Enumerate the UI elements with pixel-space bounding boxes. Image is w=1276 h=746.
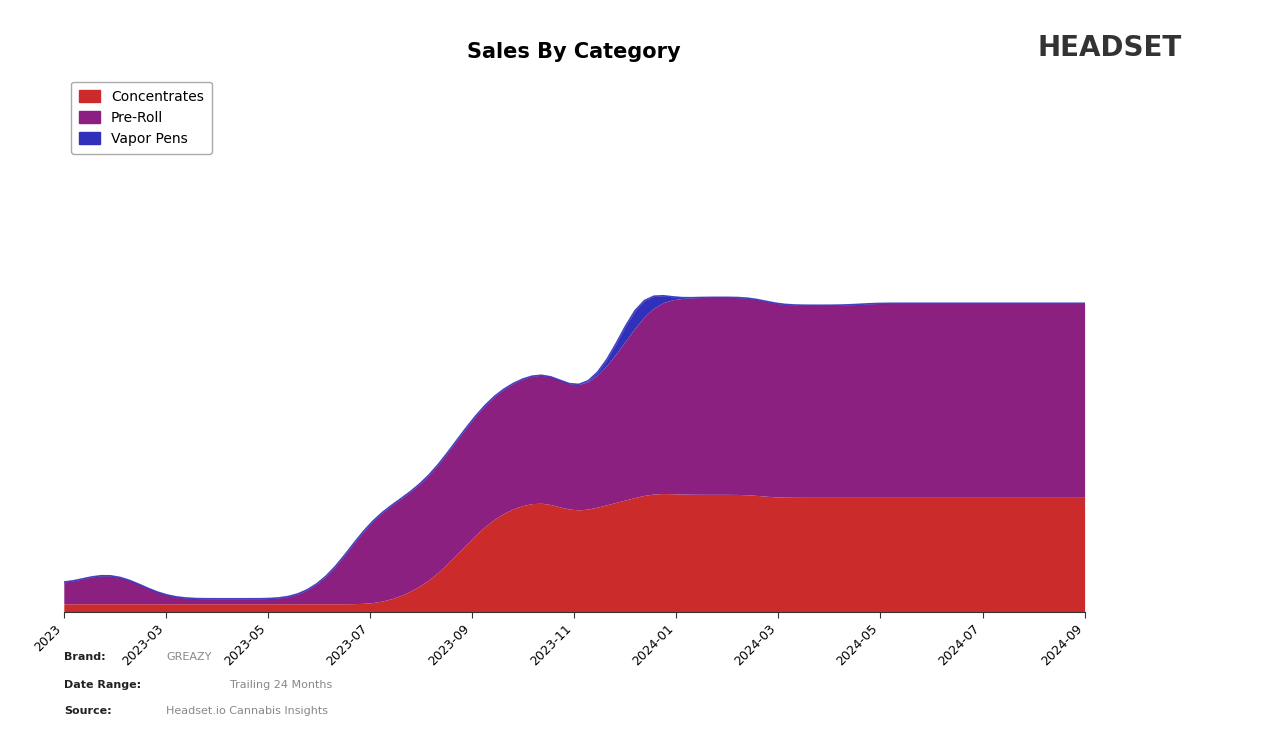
Title: Sales By Category: Sales By Category — [467, 42, 681, 62]
Text: HEADSET: HEADSET — [1037, 34, 1183, 63]
Text: Trailing 24 Months: Trailing 24 Months — [230, 680, 332, 690]
Text: Date Range:: Date Range: — [64, 680, 140, 690]
Text: GREAZY: GREAZY — [166, 652, 212, 662]
Text: Brand:: Brand: — [64, 652, 106, 662]
Text: Source:: Source: — [64, 706, 111, 716]
Text: Headset.io Cannabis Insights: Headset.io Cannabis Insights — [166, 706, 328, 716]
Legend: Concentrates, Pre-Roll, Vapor Pens: Concentrates, Pre-Roll, Vapor Pens — [70, 81, 212, 154]
